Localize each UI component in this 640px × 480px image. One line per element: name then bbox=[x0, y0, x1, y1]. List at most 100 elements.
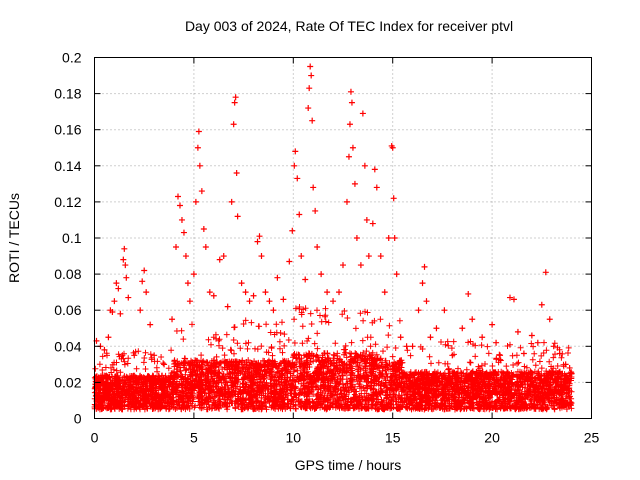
y-tick-label: 0.16 bbox=[54, 122, 81, 138]
data-point bbox=[232, 94, 239, 101]
y-tick-label: 0 bbox=[74, 411, 82, 427]
data-point bbox=[176, 202, 183, 209]
data-point bbox=[113, 280, 120, 287]
data-point bbox=[174, 193, 181, 200]
data-point bbox=[365, 253, 372, 260]
data-point bbox=[121, 245, 128, 252]
data-point bbox=[298, 253, 305, 260]
data-point bbox=[137, 307, 144, 314]
dense-data-layer bbox=[91, 304, 575, 413]
data-point bbox=[173, 244, 180, 251]
data-point bbox=[246, 298, 253, 305]
data-point bbox=[216, 256, 223, 263]
data-point bbox=[373, 184, 380, 191]
data-point bbox=[233, 170, 240, 177]
data-point bbox=[115, 285, 122, 292]
data-point bbox=[361, 162, 368, 169]
dense-roti-markers bbox=[91, 304, 575, 413]
y-tick-label: 0.02 bbox=[54, 374, 81, 390]
data-point bbox=[196, 162, 203, 169]
data-point bbox=[305, 105, 312, 112]
data-point bbox=[469, 316, 476, 323]
data-point bbox=[291, 162, 298, 169]
data-point bbox=[391, 235, 398, 241]
data-point bbox=[294, 175, 301, 182]
data-point bbox=[409, 343, 416, 350]
data-point bbox=[200, 225, 207, 232]
data-point bbox=[489, 321, 496, 328]
data-point bbox=[385, 235, 392, 241]
data-point bbox=[256, 233, 263, 240]
data-point bbox=[542, 269, 549, 276]
y-tick-label: 0.12 bbox=[54, 194, 81, 210]
y-tick-label: 0.04 bbox=[54, 338, 81, 354]
data-point bbox=[534, 339, 541, 346]
y-tick-label: 0.1 bbox=[62, 230, 82, 246]
x-tick-label: 5 bbox=[190, 430, 198, 446]
data-point bbox=[190, 271, 197, 278]
data-point bbox=[289, 227, 296, 234]
data-point bbox=[161, 361, 168, 368]
data-point bbox=[111, 298, 118, 305]
data-point bbox=[139, 278, 146, 285]
data-point bbox=[351, 180, 358, 187]
data-point bbox=[343, 198, 350, 205]
data-point bbox=[393, 271, 400, 278]
data-point bbox=[345, 153, 352, 160]
data-point bbox=[377, 253, 384, 260]
data-point bbox=[202, 244, 209, 251]
data-point bbox=[210, 292, 217, 299]
data-point bbox=[254, 238, 261, 245]
data-point bbox=[441, 307, 448, 314]
data-point bbox=[180, 229, 187, 236]
data-point bbox=[280, 296, 287, 303]
data-point bbox=[324, 289, 331, 296]
data-point bbox=[514, 328, 521, 335]
data-point bbox=[105, 334, 112, 341]
data-point bbox=[520, 350, 527, 357]
x-tick-label: 15 bbox=[385, 430, 401, 446]
data-point bbox=[195, 128, 202, 135]
data-point bbox=[258, 253, 265, 260]
data-point bbox=[234, 213, 241, 220]
y-tick-label: 0.06 bbox=[54, 302, 81, 318]
data-point bbox=[310, 184, 317, 191]
data-point bbox=[363, 216, 370, 223]
data-point bbox=[336, 289, 343, 296]
data-point bbox=[479, 334, 486, 341]
data-point bbox=[348, 99, 355, 106]
data-point bbox=[423, 298, 430, 305]
data-point bbox=[419, 280, 426, 287]
x-tick-label: 20 bbox=[484, 430, 500, 446]
data-point bbox=[151, 352, 158, 359]
data-point bbox=[506, 294, 513, 301]
x-tick-label: 10 bbox=[286, 430, 302, 446]
data-point bbox=[306, 85, 313, 92]
data-point bbox=[194, 144, 201, 151]
data-point bbox=[308, 72, 315, 79]
data-point bbox=[169, 316, 176, 323]
data-point bbox=[415, 307, 422, 314]
data-point bbox=[178, 216, 185, 223]
data-point bbox=[465, 290, 472, 297]
data-point bbox=[143, 289, 150, 296]
data-point bbox=[302, 276, 309, 283]
data-point bbox=[192, 198, 199, 205]
data-point bbox=[242, 289, 249, 296]
data-point bbox=[546, 316, 553, 323]
data-point bbox=[403, 343, 410, 350]
data-point bbox=[198, 188, 205, 195]
data-point bbox=[228, 198, 235, 205]
data-point bbox=[390, 195, 397, 202]
data-point bbox=[309, 117, 316, 124]
data-point bbox=[123, 274, 130, 281]
x-tick-label: 0 bbox=[91, 430, 99, 446]
data-point bbox=[318, 271, 325, 278]
x-tick-label: 25 bbox=[584, 430, 600, 446]
y-axis-ticks: 0 0.02 0.04 0.06 0.08 0.1 0.12 0.14 0.16 0.18 0.2 bbox=[54, 50, 592, 427]
data-point bbox=[131, 352, 138, 359]
data-point bbox=[238, 280, 245, 287]
data-point bbox=[286, 258, 293, 265]
data-point bbox=[270, 307, 277, 314]
data-point bbox=[182, 253, 189, 260]
